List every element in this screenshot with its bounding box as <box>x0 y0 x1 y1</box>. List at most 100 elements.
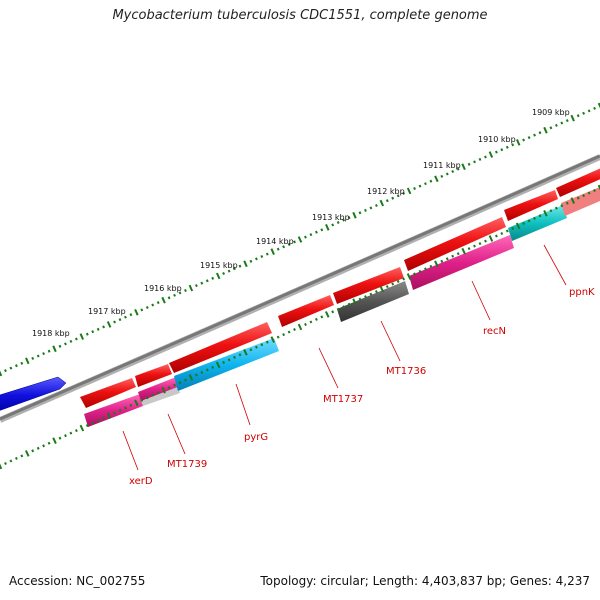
ruler-minor-tick <box>113 411 116 415</box>
ruler-major-tick <box>52 437 57 445</box>
ruler-label: 1910 kbp <box>478 135 516 144</box>
outer-ruler <box>0 102 600 377</box>
ruler-major-tick <box>25 357 30 365</box>
ruler-major-tick <box>461 163 466 171</box>
ruler-minor-tick <box>331 310 335 314</box>
ruler-major-tick <box>434 175 439 183</box>
ruler-minor-tick <box>222 271 226 276</box>
gene-pink <box>561 186 600 216</box>
ruler-minor-tick <box>533 216 536 220</box>
inner-ruler <box>0 184 600 470</box>
leader-recN <box>471 280 491 321</box>
ruler-minor-tick <box>445 172 449 176</box>
ruler-minor-tick <box>222 360 226 364</box>
ruler-minor-tick <box>374 290 378 294</box>
ruler-minor-tick <box>505 229 509 233</box>
ruler-label: 1915 kbp <box>200 261 238 270</box>
ruler-major-tick <box>161 296 166 304</box>
ruler-minor-tick <box>227 358 231 362</box>
ruler-minor-tick <box>374 203 378 208</box>
ruler-minor-tick <box>369 206 373 210</box>
ruler-minor-tick <box>205 279 209 283</box>
accession-text: Accession: NC_002755 <box>9 574 146 588</box>
ruler-major-tick <box>134 308 139 316</box>
ruler-minor-tick <box>184 289 187 292</box>
ruler-minor-tick <box>554 206 558 210</box>
ruler-minor-tick <box>576 114 580 118</box>
ruler-major-tick <box>188 374 194 381</box>
ruler-minor-tick <box>522 138 526 142</box>
ruler-major-tick <box>134 399 139 407</box>
ruler-minor-tick <box>445 257 449 261</box>
ruler-minor-tick <box>194 373 198 377</box>
leader-ppnK <box>543 244 567 286</box>
ruler-major-tick <box>406 273 412 280</box>
ruler-minor-tick <box>254 257 258 261</box>
ruler-minor-tick <box>358 297 362 301</box>
ruler-minor-tick <box>287 242 291 246</box>
ruler-minor-tick <box>533 133 536 137</box>
ruler-minor-tick <box>418 184 422 188</box>
ruler-minor-tick <box>314 230 318 234</box>
ruler-minor-tick <box>42 352 46 356</box>
ruler-minor-tick <box>364 208 367 212</box>
gene-red-6 <box>404 217 506 271</box>
ruler-minor-tick <box>178 381 182 385</box>
ruler-major-tick <box>570 197 576 204</box>
ruler-major-tick <box>543 209 548 217</box>
ruler-labels: 1918 kbp 1917 kbp 1916 kbp 1915 kbp 1914 kbp… <box>32 108 570 338</box>
ruler-major-tick <box>461 247 466 255</box>
ruler-label: 1914 kbp <box>256 237 294 246</box>
ruler-minor-tick <box>42 444 46 448</box>
topology-text: Topology: circular; Length: 4,403,837 bp… <box>260 574 590 588</box>
ruler-minor-tick <box>587 191 591 195</box>
ruler-label: 1912 kbp <box>367 187 405 196</box>
ruler-minor-tick <box>69 339 73 343</box>
ruler-major-tick <box>0 463 3 470</box>
gene-magenta-2 <box>138 377 178 401</box>
gene-red-4 <box>278 295 334 327</box>
gene-red-2 <box>135 364 172 387</box>
ruler-minor-tick <box>74 337 78 341</box>
ruler-minor-tick <box>304 235 307 239</box>
ruler-minor-tick <box>451 169 455 174</box>
ruler-major-tick <box>434 260 439 268</box>
ruler-minor-tick <box>484 155 487 159</box>
ruler-minor-tick <box>500 231 504 236</box>
ruler-minor-tick <box>118 318 122 322</box>
ruler-major-tick <box>215 361 221 369</box>
ruler-minor-tick <box>304 322 307 327</box>
ruler-minor-tick <box>494 150 498 154</box>
ruler-minor-tick <box>565 119 569 123</box>
ruler-minor-tick <box>260 343 264 347</box>
ruler-minor-tick <box>233 355 236 359</box>
ruler-minor-tick <box>385 285 389 289</box>
ruler-minor-tick <box>129 313 133 317</box>
ruler-major-tick <box>243 348 248 356</box>
ruler-minor-tick <box>593 188 596 193</box>
ruler-minor-tick <box>140 308 144 312</box>
ruler-minor-tick <box>200 370 204 375</box>
ruler-label: 1911 kbp <box>423 161 461 170</box>
ruler-minor-tick <box>309 320 313 324</box>
ruler-minor-tick <box>522 221 526 225</box>
ruler-major-tick <box>79 424 85 432</box>
ruler-minor-tick <box>211 276 215 280</box>
ruler-minor-tick <box>31 449 35 453</box>
ruler-minor-tick <box>560 121 564 125</box>
ruler-minor-tick <box>124 406 127 410</box>
ruler-minor-tick <box>500 148 504 152</box>
ruler-minor-tick <box>565 201 569 205</box>
gene-red-8 <box>556 168 600 197</box>
gene-label-MT1739: MT1739 <box>167 459 207 470</box>
ruler-minor-tick <box>549 209 553 213</box>
ruler-major-tick <box>488 151 494 158</box>
ruler-minor-tick <box>124 315 127 319</box>
ruler-minor-tick <box>342 218 346 222</box>
ruler-minor-tick <box>402 191 406 195</box>
ruler-minor-tick <box>4 461 7 466</box>
ruler-minor-tick <box>511 226 515 230</box>
ruler-label: 1918 kbp <box>32 329 70 338</box>
ruler-minor-tick <box>391 196 395 200</box>
ruler-minor-tick <box>85 332 89 336</box>
